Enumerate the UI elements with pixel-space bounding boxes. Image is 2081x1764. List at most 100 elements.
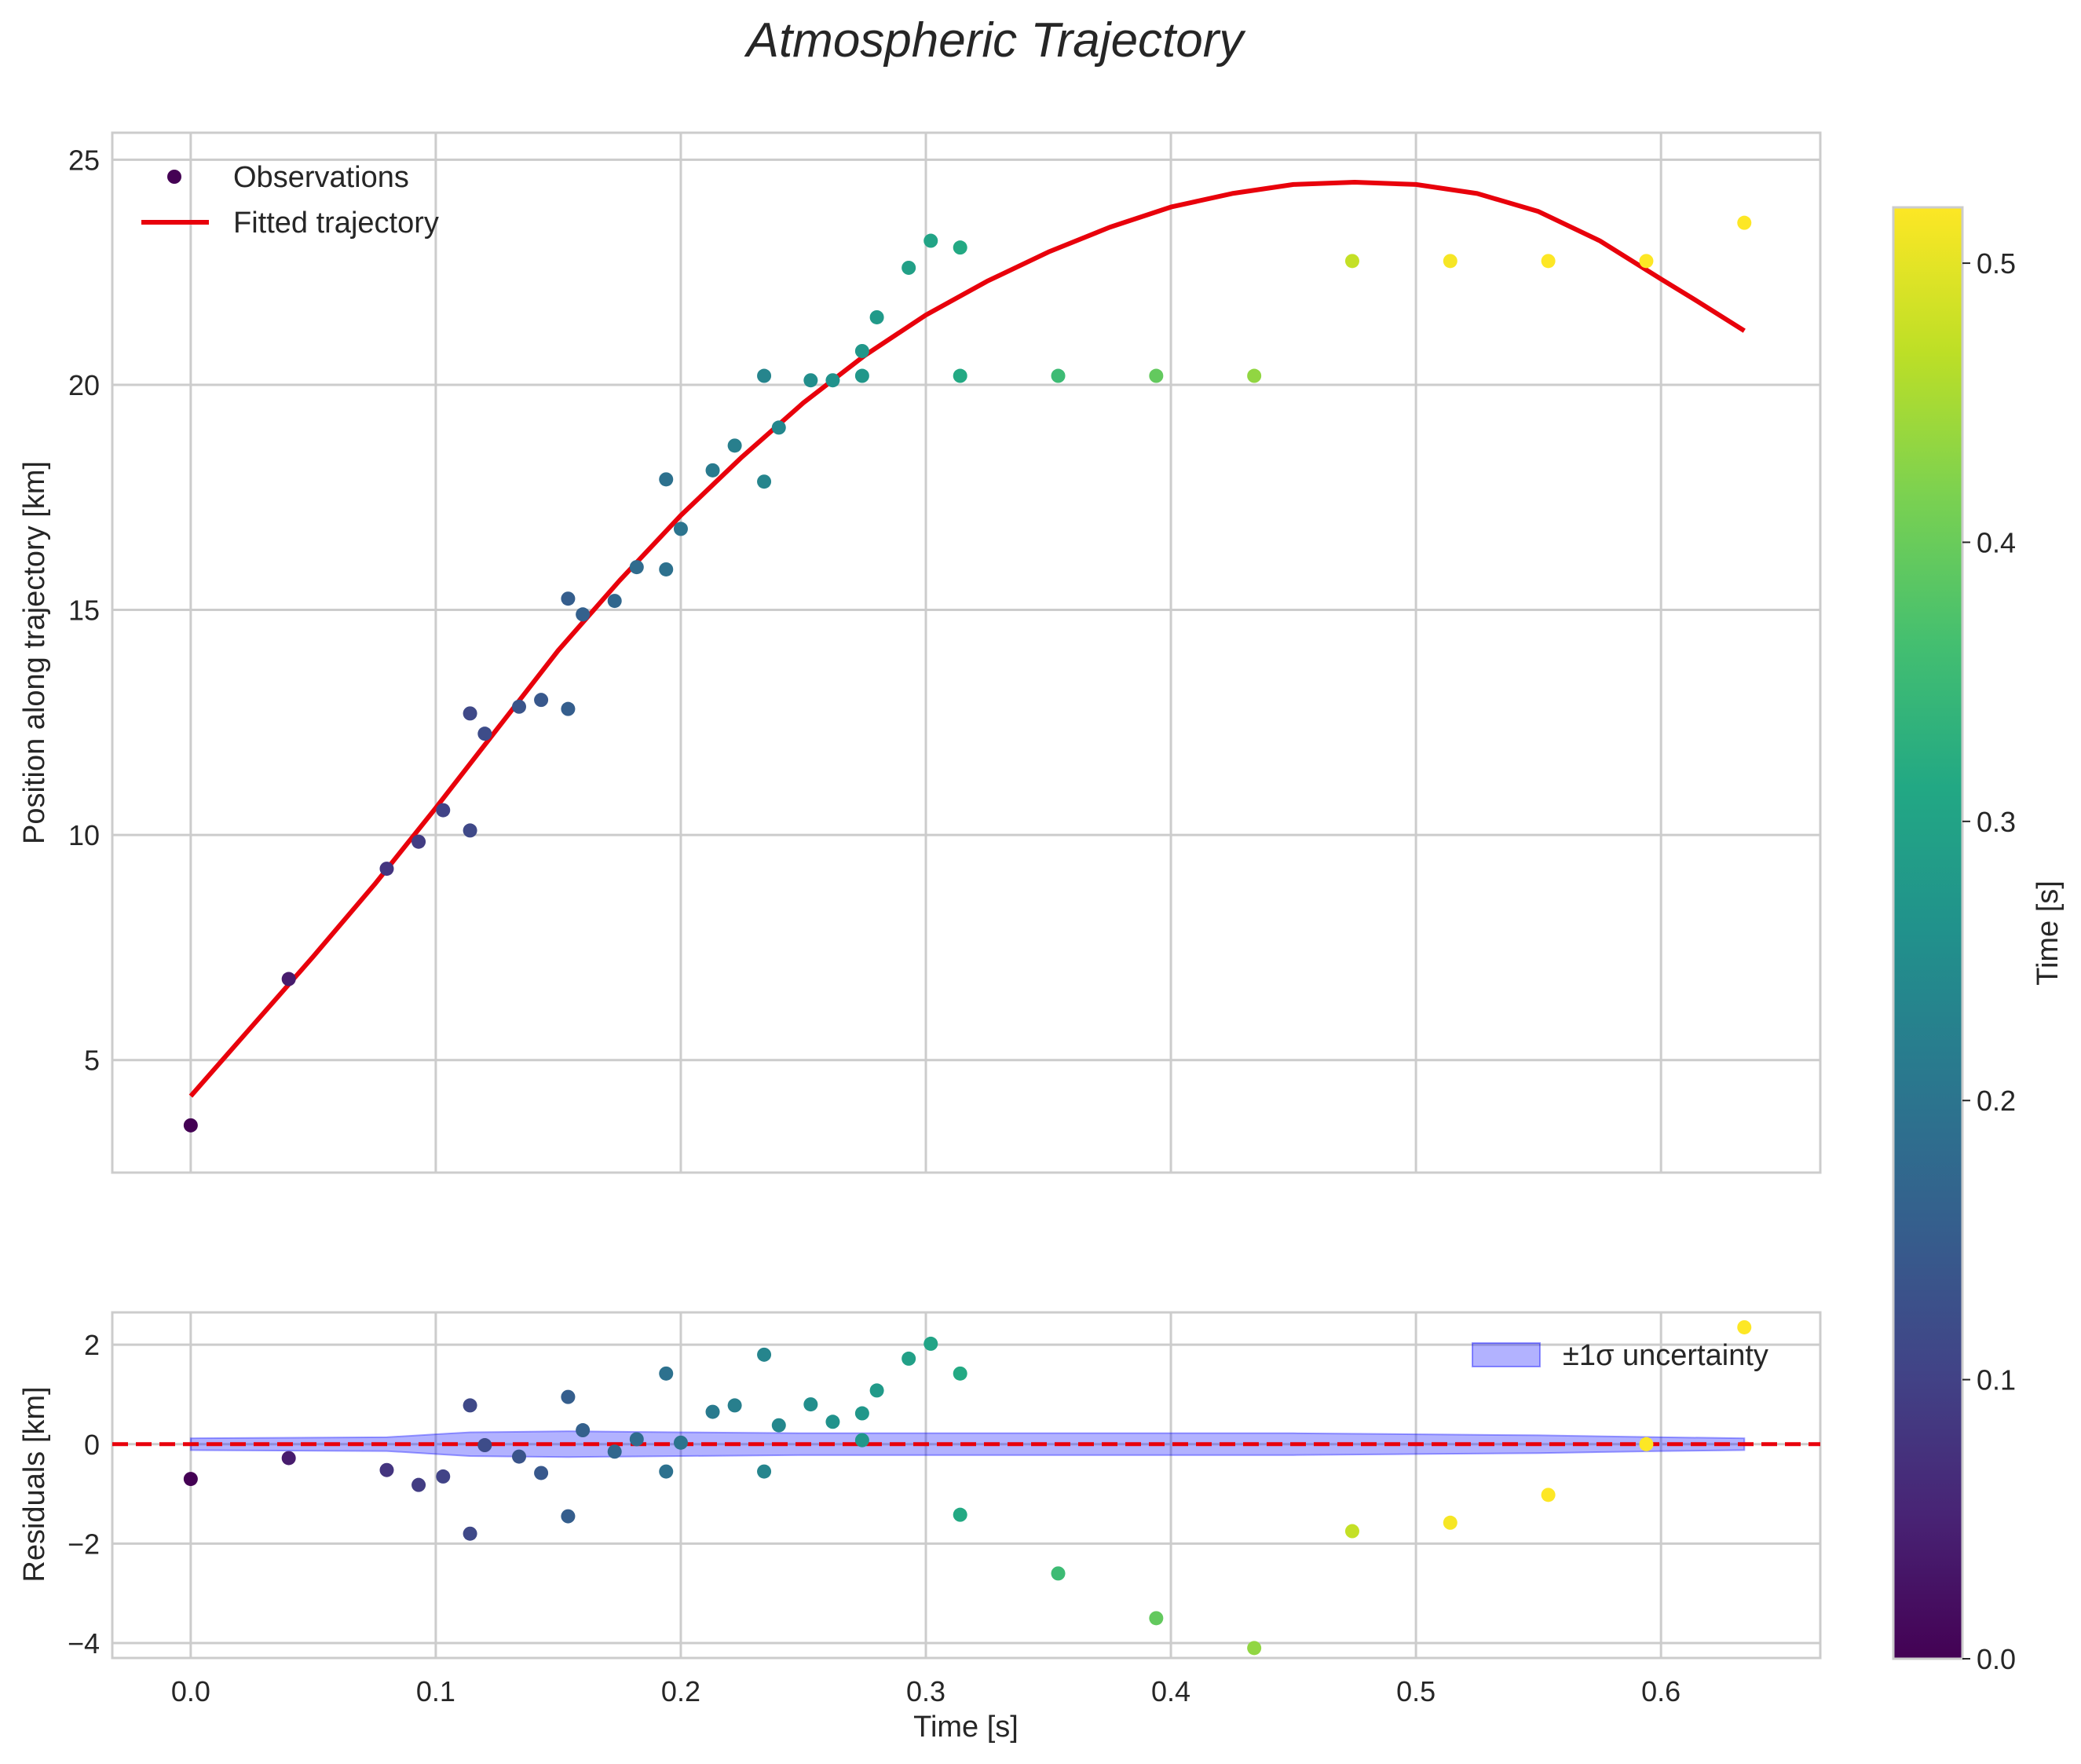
residual-point bbox=[436, 1469, 451, 1484]
observation-point bbox=[771, 420, 786, 435]
residual-point bbox=[1344, 1524, 1359, 1539]
observation-point bbox=[463, 823, 477, 838]
residual-point bbox=[869, 1383, 884, 1398]
residual-point bbox=[183, 1472, 198, 1487]
observation-point bbox=[1737, 215, 1752, 230]
x-tick-label: 0.2 bbox=[661, 1675, 700, 1707]
residual-point bbox=[1051, 1566, 1066, 1581]
colorbar: 0.0 0.1 0.2 0.3 0.4 0.5 Time [s] bbox=[1892, 206, 2065, 1675]
residual-point bbox=[673, 1435, 688, 1450]
observation-point bbox=[411, 834, 426, 849]
y-tick-label: 10 bbox=[68, 819, 100, 851]
y-tick-label: 2 bbox=[84, 1329, 100, 1361]
residual-point bbox=[1443, 1515, 1457, 1530]
observation-point bbox=[854, 368, 869, 383]
residual-point bbox=[902, 1351, 916, 1366]
legend-observations-marker bbox=[167, 170, 181, 184]
residual-point bbox=[561, 1389, 576, 1404]
residuals-panel: 0.0 0.1 0.2 0.3 0.4 0.5 0.6 −4 −2 0 2 Residuals [… bbox=[18, 1311, 1822, 1744]
observation-point bbox=[803, 373, 818, 388]
legend-uncertainty-label: ±1σ uncertainty bbox=[1563, 1339, 1768, 1372]
residual-point bbox=[953, 1507, 967, 1522]
residual-point bbox=[379, 1462, 394, 1477]
observation-point bbox=[576, 607, 591, 622]
residual-point bbox=[1737, 1319, 1752, 1334]
trajectory-y-tick-labels: 5 10 15 20 25 bbox=[68, 144, 100, 1076]
residual-points bbox=[183, 1319, 1752, 1656]
x-tick-label: 0.1 bbox=[416, 1675, 455, 1707]
observation-point bbox=[1247, 368, 1262, 383]
observation-points bbox=[183, 215, 1752, 1133]
observation-point bbox=[629, 560, 644, 575]
y-tick-label: 0 bbox=[84, 1429, 100, 1461]
x-tick-label: 0.3 bbox=[906, 1675, 945, 1707]
observation-point bbox=[607, 594, 622, 609]
residual-point bbox=[659, 1366, 674, 1381]
observation-point bbox=[659, 562, 674, 576]
x-axis-label: Time [s] bbox=[913, 1711, 1019, 1744]
y-tick-label: 20 bbox=[68, 369, 100, 401]
observation-point bbox=[379, 862, 394, 877]
residual-point bbox=[607, 1444, 622, 1459]
observation-point bbox=[953, 240, 967, 255]
residual-point bbox=[771, 1418, 786, 1433]
residual-point bbox=[803, 1397, 818, 1412]
observation-point bbox=[869, 309, 884, 324]
colorbar-tick-label: 0.1 bbox=[1977, 1364, 2016, 1396]
observation-point bbox=[183, 1118, 198, 1133]
residual-point bbox=[629, 1432, 644, 1447]
trajectory-gridlines bbox=[112, 133, 1820, 1173]
residual-point bbox=[561, 1509, 576, 1524]
residual-point bbox=[1639, 1436, 1654, 1451]
observation-point bbox=[757, 368, 772, 383]
colorbar-tick-label: 0.2 bbox=[1977, 1085, 2016, 1117]
observation-point bbox=[1639, 254, 1654, 269]
observation-point bbox=[477, 726, 492, 741]
colorbar-tick-label: 0.0 bbox=[1977, 1643, 2016, 1675]
residual-point bbox=[576, 1423, 591, 1438]
y-tick-label: −2 bbox=[68, 1528, 100, 1560]
residual-point bbox=[463, 1398, 477, 1413]
y-tick-label: 15 bbox=[68, 595, 100, 627]
observation-point bbox=[561, 591, 576, 606]
residuals-legend: ±1σ uncertainty bbox=[1472, 1339, 1768, 1372]
trajectory-panel: 5 10 15 20 25 Position along trajectory [km]… bbox=[18, 131, 1822, 1174]
residual-point bbox=[1541, 1488, 1556, 1502]
observation-point bbox=[281, 972, 296, 986]
residual-point bbox=[727, 1398, 742, 1413]
residuals-plot-frame bbox=[111, 1311, 1822, 1660]
colorbar-ticks: 0.0 0.1 0.2 0.3 0.4 0.5 bbox=[1962, 247, 2016, 1675]
residual-point bbox=[281, 1451, 296, 1466]
colorbar-tick-label: 0.5 bbox=[1977, 247, 2016, 280]
residual-point bbox=[534, 1466, 549, 1480]
legend-observations-label: Observations bbox=[233, 161, 409, 194]
residual-point bbox=[757, 1347, 772, 1362]
residual-point bbox=[953, 1366, 967, 1381]
y-tick-label: 25 bbox=[68, 144, 100, 176]
x-tick-label: 0.0 bbox=[171, 1675, 210, 1707]
observation-point bbox=[727, 438, 742, 453]
observation-point bbox=[561, 701, 576, 716]
observation-point bbox=[673, 522, 688, 536]
x-tick-label: 0.4 bbox=[1151, 1675, 1190, 1707]
residual-point bbox=[757, 1464, 772, 1479]
residual-point bbox=[512, 1449, 527, 1464]
observation-point bbox=[705, 463, 720, 478]
y-tick-label: 5 bbox=[84, 1045, 100, 1077]
trajectory-plot-frame bbox=[111, 131, 1822, 1174]
residual-point bbox=[1247, 1641, 1262, 1656]
observation-point bbox=[1344, 254, 1359, 269]
legend-uncertainty-swatch bbox=[1472, 1342, 1541, 1367]
observation-point bbox=[1051, 368, 1066, 383]
observation-point bbox=[512, 699, 527, 714]
colorbar-tick-label: 0.4 bbox=[1977, 526, 2016, 558]
residuals-y-axis-label: Residuals [km] bbox=[18, 1386, 51, 1582]
residuals-x-tick-labels: 0.0 0.1 0.2 0.3 0.4 0.5 0.6 bbox=[171, 1675, 1681, 1707]
residual-point bbox=[411, 1477, 426, 1492]
legend-fitted-label: Fitted trajectory bbox=[233, 207, 439, 240]
observation-point bbox=[854, 343, 869, 358]
observation-point bbox=[436, 803, 451, 818]
x-tick-label: 0.6 bbox=[1641, 1675, 1681, 1707]
chart-title: Atmospheric Trajectory bbox=[744, 13, 1247, 68]
